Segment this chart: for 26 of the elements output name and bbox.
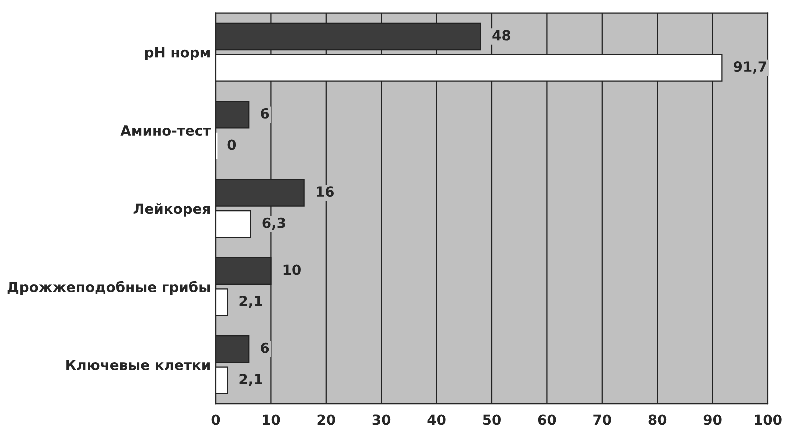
x-tick-label: 70	[594, 414, 612, 426]
x-tick-label: 60	[538, 414, 556, 426]
data-label: 2,1	[240, 374, 262, 386]
y-tick-label: Лейкорея	[134, 203, 210, 217]
x-tick-label: 50	[483, 414, 501, 426]
x-tick-label: 30	[372, 414, 391, 426]
data-label: 16	[317, 186, 334, 198]
y-tick-label: Амино-тест	[120, 126, 212, 136]
x-tick-label: 90	[704, 414, 722, 426]
x-tick-label: 20	[318, 414, 336, 426]
x-tick-label: 10	[263, 414, 280, 426]
x-tick-label: 0	[212, 414, 220, 426]
data-label: 10	[284, 264, 301, 276]
data-label: 6	[261, 342, 270, 354]
data-label: 48	[492, 30, 511, 41]
y-tick-label: Дрожжеподобные грибы	[8, 281, 210, 296]
data-label: 6	[261, 108, 270, 119]
y-tick-label: pH норм	[145, 48, 210, 61]
y-tick-label: Ключевые клетки	[66, 360, 210, 370]
x-tick-label: 80	[648, 414, 667, 426]
x-tick-label: 40	[428, 414, 446, 426]
data-label: 2,1	[240, 296, 262, 308]
x-tick-label: 100	[755, 414, 782, 426]
data-label: 91,7	[734, 62, 766, 74]
data-label: 0	[228, 140, 236, 150]
data-label: 6,3	[262, 218, 286, 230]
